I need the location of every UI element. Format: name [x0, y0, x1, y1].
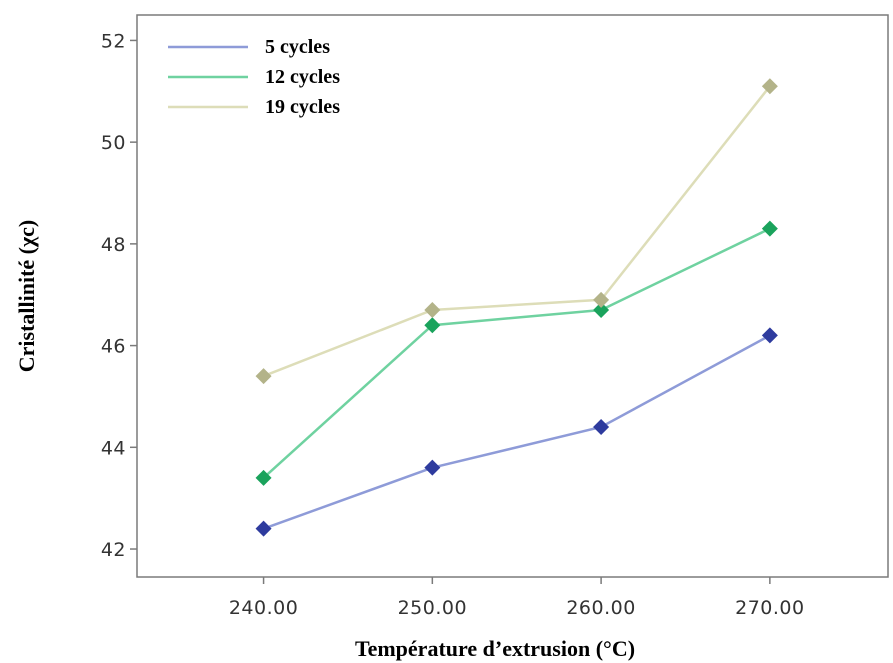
data-point — [761, 220, 778, 237]
data-point — [593, 418, 610, 435]
series-1 — [255, 327, 778, 537]
x-tick-label: 250.00 — [398, 597, 467, 619]
y-tick-label: 52 — [101, 30, 126, 52]
series-line — [263, 334, 771, 530]
series-line — [263, 85, 771, 378]
y-axis: 42 44 46 48 50 52 — [101, 30, 137, 561]
series-layer — [255, 78, 778, 537]
y-tick-label: 48 — [101, 234, 126, 256]
y-tick-label: 44 — [101, 437, 126, 459]
data-point — [424, 301, 441, 318]
data-point — [761, 327, 778, 344]
data-point — [255, 520, 272, 537]
y-axis-title: Cristallinité (χc) — [14, 220, 39, 373]
x-axis-title: Température d’extrusion (°C) — [355, 636, 635, 661]
y-tick-label: 42 — [101, 539, 126, 561]
legend: 5 cycles 12 cycles 19 cycles — [168, 36, 340, 118]
series-line — [262, 227, 771, 479]
legend-label: 19 cycles — [265, 96, 340, 118]
x-tick-label: 270.00 — [735, 597, 804, 619]
series-3 — [255, 78, 778, 385]
data-point — [255, 368, 272, 385]
legend-label: 12 cycles — [265, 66, 340, 88]
x-axis: 240.00 250.00 260.00 270.00 — [229, 577, 804, 619]
data-point — [424, 317, 441, 334]
y-tick-label: 50 — [101, 132, 126, 154]
data-point — [255, 469, 272, 486]
data-point — [424, 459, 441, 476]
y-tick-label: 46 — [101, 336, 126, 358]
data-point — [761, 78, 778, 95]
x-tick-label: 260.00 — [566, 597, 635, 619]
legend-label: 5 cycles — [265, 36, 330, 58]
plot-frame — [136, 14, 889, 578]
x-tick-label: 240.00 — [229, 597, 298, 619]
data-point — [593, 301, 610, 318]
series-2 — [255, 220, 778, 486]
data-point — [593, 291, 610, 308]
